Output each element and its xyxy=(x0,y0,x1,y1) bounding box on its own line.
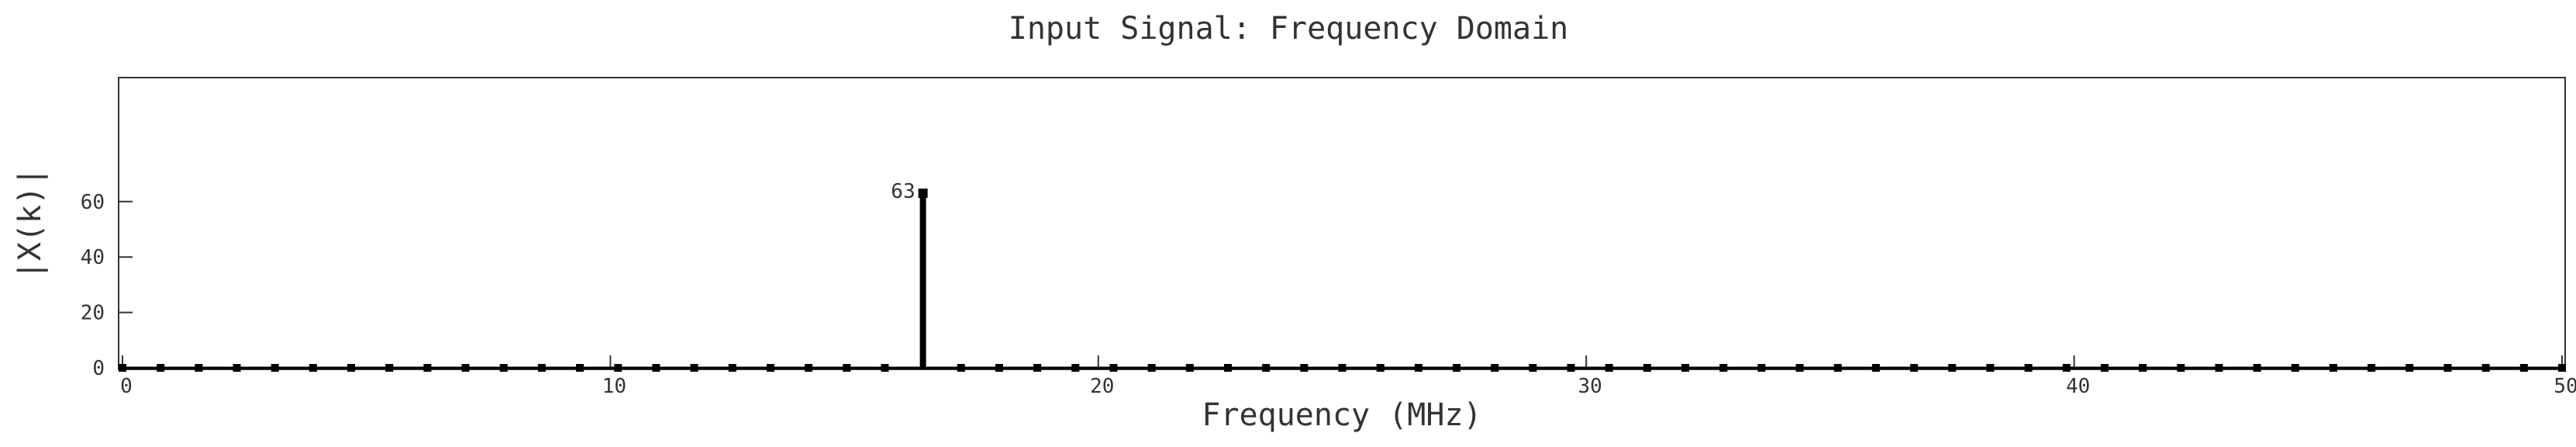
stem-marker xyxy=(1338,364,1347,372)
stem-marker xyxy=(1605,364,1613,372)
stem-marker xyxy=(1795,364,1804,372)
stem-marker xyxy=(2443,364,2452,372)
stem-marker xyxy=(1529,364,1537,372)
stem-marker xyxy=(1071,364,1080,372)
y-tick-label: 0 xyxy=(92,357,105,380)
stem-marker xyxy=(2481,364,2490,372)
stem-marker xyxy=(1681,364,1690,372)
x-tick-label: 10 xyxy=(602,375,626,398)
stem-marker xyxy=(1910,364,1919,372)
stem-marker xyxy=(2139,364,2147,372)
chart-title: Input Signal: Frequency Domain xyxy=(1009,11,1568,47)
stem-marker xyxy=(423,364,432,372)
stem-marker xyxy=(157,364,165,372)
stem-marker xyxy=(690,364,698,372)
stem-marker xyxy=(2253,364,2261,372)
stem-marker xyxy=(2519,364,2528,372)
stem-marker xyxy=(2177,364,2185,372)
stem-marker xyxy=(2062,364,2071,372)
stem-marker xyxy=(1453,364,1461,372)
stem-marker xyxy=(2215,364,2223,372)
stem-marker xyxy=(1262,364,1271,372)
stem-marker xyxy=(1300,364,1309,372)
stem-marker xyxy=(728,364,736,372)
stem-marker xyxy=(537,364,546,372)
stem-marker xyxy=(1643,364,1651,372)
stem-marker xyxy=(881,364,889,372)
stem-marker xyxy=(1986,364,1995,372)
x-axis: 0 10 20 30 40 50 xyxy=(120,355,2576,398)
y-tick-label: 20 xyxy=(81,302,105,325)
stem-marker xyxy=(576,364,585,372)
x-tick-label: 20 xyxy=(1090,375,1114,398)
stem-marker xyxy=(614,364,622,372)
x-tick-label: 40 xyxy=(2066,375,2090,398)
peak-value-label: 63 xyxy=(891,180,915,203)
stem-marker xyxy=(2405,364,2414,372)
stem-marker xyxy=(309,364,317,372)
stem-marker xyxy=(119,364,126,372)
stem-marker-peak xyxy=(918,189,928,199)
stem-marker xyxy=(2291,364,2299,372)
stem-marker xyxy=(957,364,965,372)
stem-marker xyxy=(2329,364,2337,372)
stem-series xyxy=(119,189,2566,372)
stem-marker xyxy=(2367,364,2376,372)
stem-marker xyxy=(347,364,356,372)
stem-marker xyxy=(652,364,660,372)
stem-marker xyxy=(2100,364,2109,372)
stem-marker xyxy=(805,364,813,372)
stem-marker xyxy=(1147,364,1156,372)
stem-marker xyxy=(461,364,470,372)
stem-marker xyxy=(1033,364,1042,372)
stem-marker xyxy=(1414,364,1422,372)
y-tick-label: 60 xyxy=(81,191,105,214)
stem-marker xyxy=(1376,364,1385,372)
stem-marker xyxy=(843,364,851,372)
stem-marker xyxy=(1223,364,1232,372)
stem-marker xyxy=(1871,364,1880,372)
y-axis: 0 20 40 60 xyxy=(81,191,133,380)
y-tick-label: 40 xyxy=(81,246,105,269)
stem-marker xyxy=(1109,364,1118,372)
stem-marker xyxy=(1491,364,1499,372)
data-labels: 63 xyxy=(891,180,915,203)
x-tick-label: 0 xyxy=(120,375,133,398)
plot-area-frame xyxy=(118,77,2566,370)
stem-marker xyxy=(1185,364,1194,372)
stem-marker xyxy=(1757,364,1766,372)
stem-marker xyxy=(766,364,774,372)
stem-marker xyxy=(233,364,241,372)
stem-marker xyxy=(1719,364,1728,372)
stem-marker xyxy=(2024,364,2033,372)
x-tick-label: 50 xyxy=(2554,375,2576,398)
stem-marker xyxy=(499,364,508,372)
stem-marker xyxy=(195,364,203,372)
x-tick-label: 30 xyxy=(1578,375,1602,398)
stem-marker xyxy=(2558,364,2566,372)
stem-marker xyxy=(271,364,279,372)
x-axis-label: Frequency (MHz) xyxy=(1202,397,1481,433)
stem-marker xyxy=(995,364,1003,372)
stem-marker xyxy=(1567,364,1575,372)
stem-marker xyxy=(1833,364,1842,372)
y-axis-label: |X(k)| xyxy=(12,168,48,280)
stem-marker xyxy=(1948,364,1957,372)
stem-marker xyxy=(385,364,394,372)
